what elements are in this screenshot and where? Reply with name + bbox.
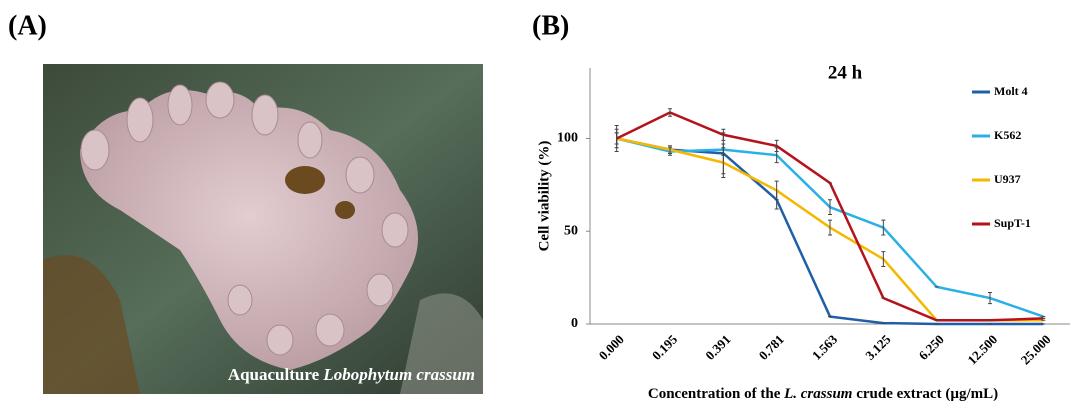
y-tick-label: 0 <box>571 316 578 331</box>
photo <box>43 64 483 394</box>
caption-species: Lobophytum crassum <box>322 365 475 384</box>
panel-label: (B) <box>532 10 569 41</box>
x-tick-label: 1.563 <box>809 331 841 363</box>
panel-label: (A) <box>8 10 47 41</box>
x-tick-label: 12.500 <box>964 332 1000 368</box>
x-tick-label: 25.000 <box>1018 332 1054 368</box>
x-label-part: Concentration of the <box>648 386 784 402</box>
legend-label: U937 <box>994 172 1021 186</box>
x-tick-label: 0.781 <box>756 332 787 363</box>
x-tick-label: 3.125 <box>862 331 894 363</box>
x-axis-label: Concentration of the L. crassum crude ex… <box>648 386 998 402</box>
x-label-part: crude extract (µg/mL) <box>852 386 998 402</box>
legend-label: K562 <box>994 128 1021 142</box>
figure: (A) Aquaculture Lobophytum crassum (B) 2… <box>0 0 1077 410</box>
x-tick-label: 0.000 <box>596 332 627 363</box>
x-label-part: L. crassum <box>783 386 852 402</box>
legend-label: SupT-1 <box>994 216 1031 230</box>
x-tick-label: 0.391 <box>702 332 733 363</box>
y-tick-label: 100 <box>557 131 578 146</box>
photo-caption: Aquaculture Lobophytum crassum <box>228 365 475 384</box>
x-tick-label: 6.250 <box>916 332 947 363</box>
legend-label: Molt 4 <box>994 84 1028 98</box>
y-tick-label: 50 <box>564 223 578 238</box>
y-axis-label: Cell viability (%) <box>536 141 552 252</box>
caption-text: Aquaculture <box>228 365 324 384</box>
x-tick-label: 0.195 <box>649 331 681 363</box>
series-line <box>617 113 1044 321</box>
chart-title: 24 h <box>828 62 863 83</box>
